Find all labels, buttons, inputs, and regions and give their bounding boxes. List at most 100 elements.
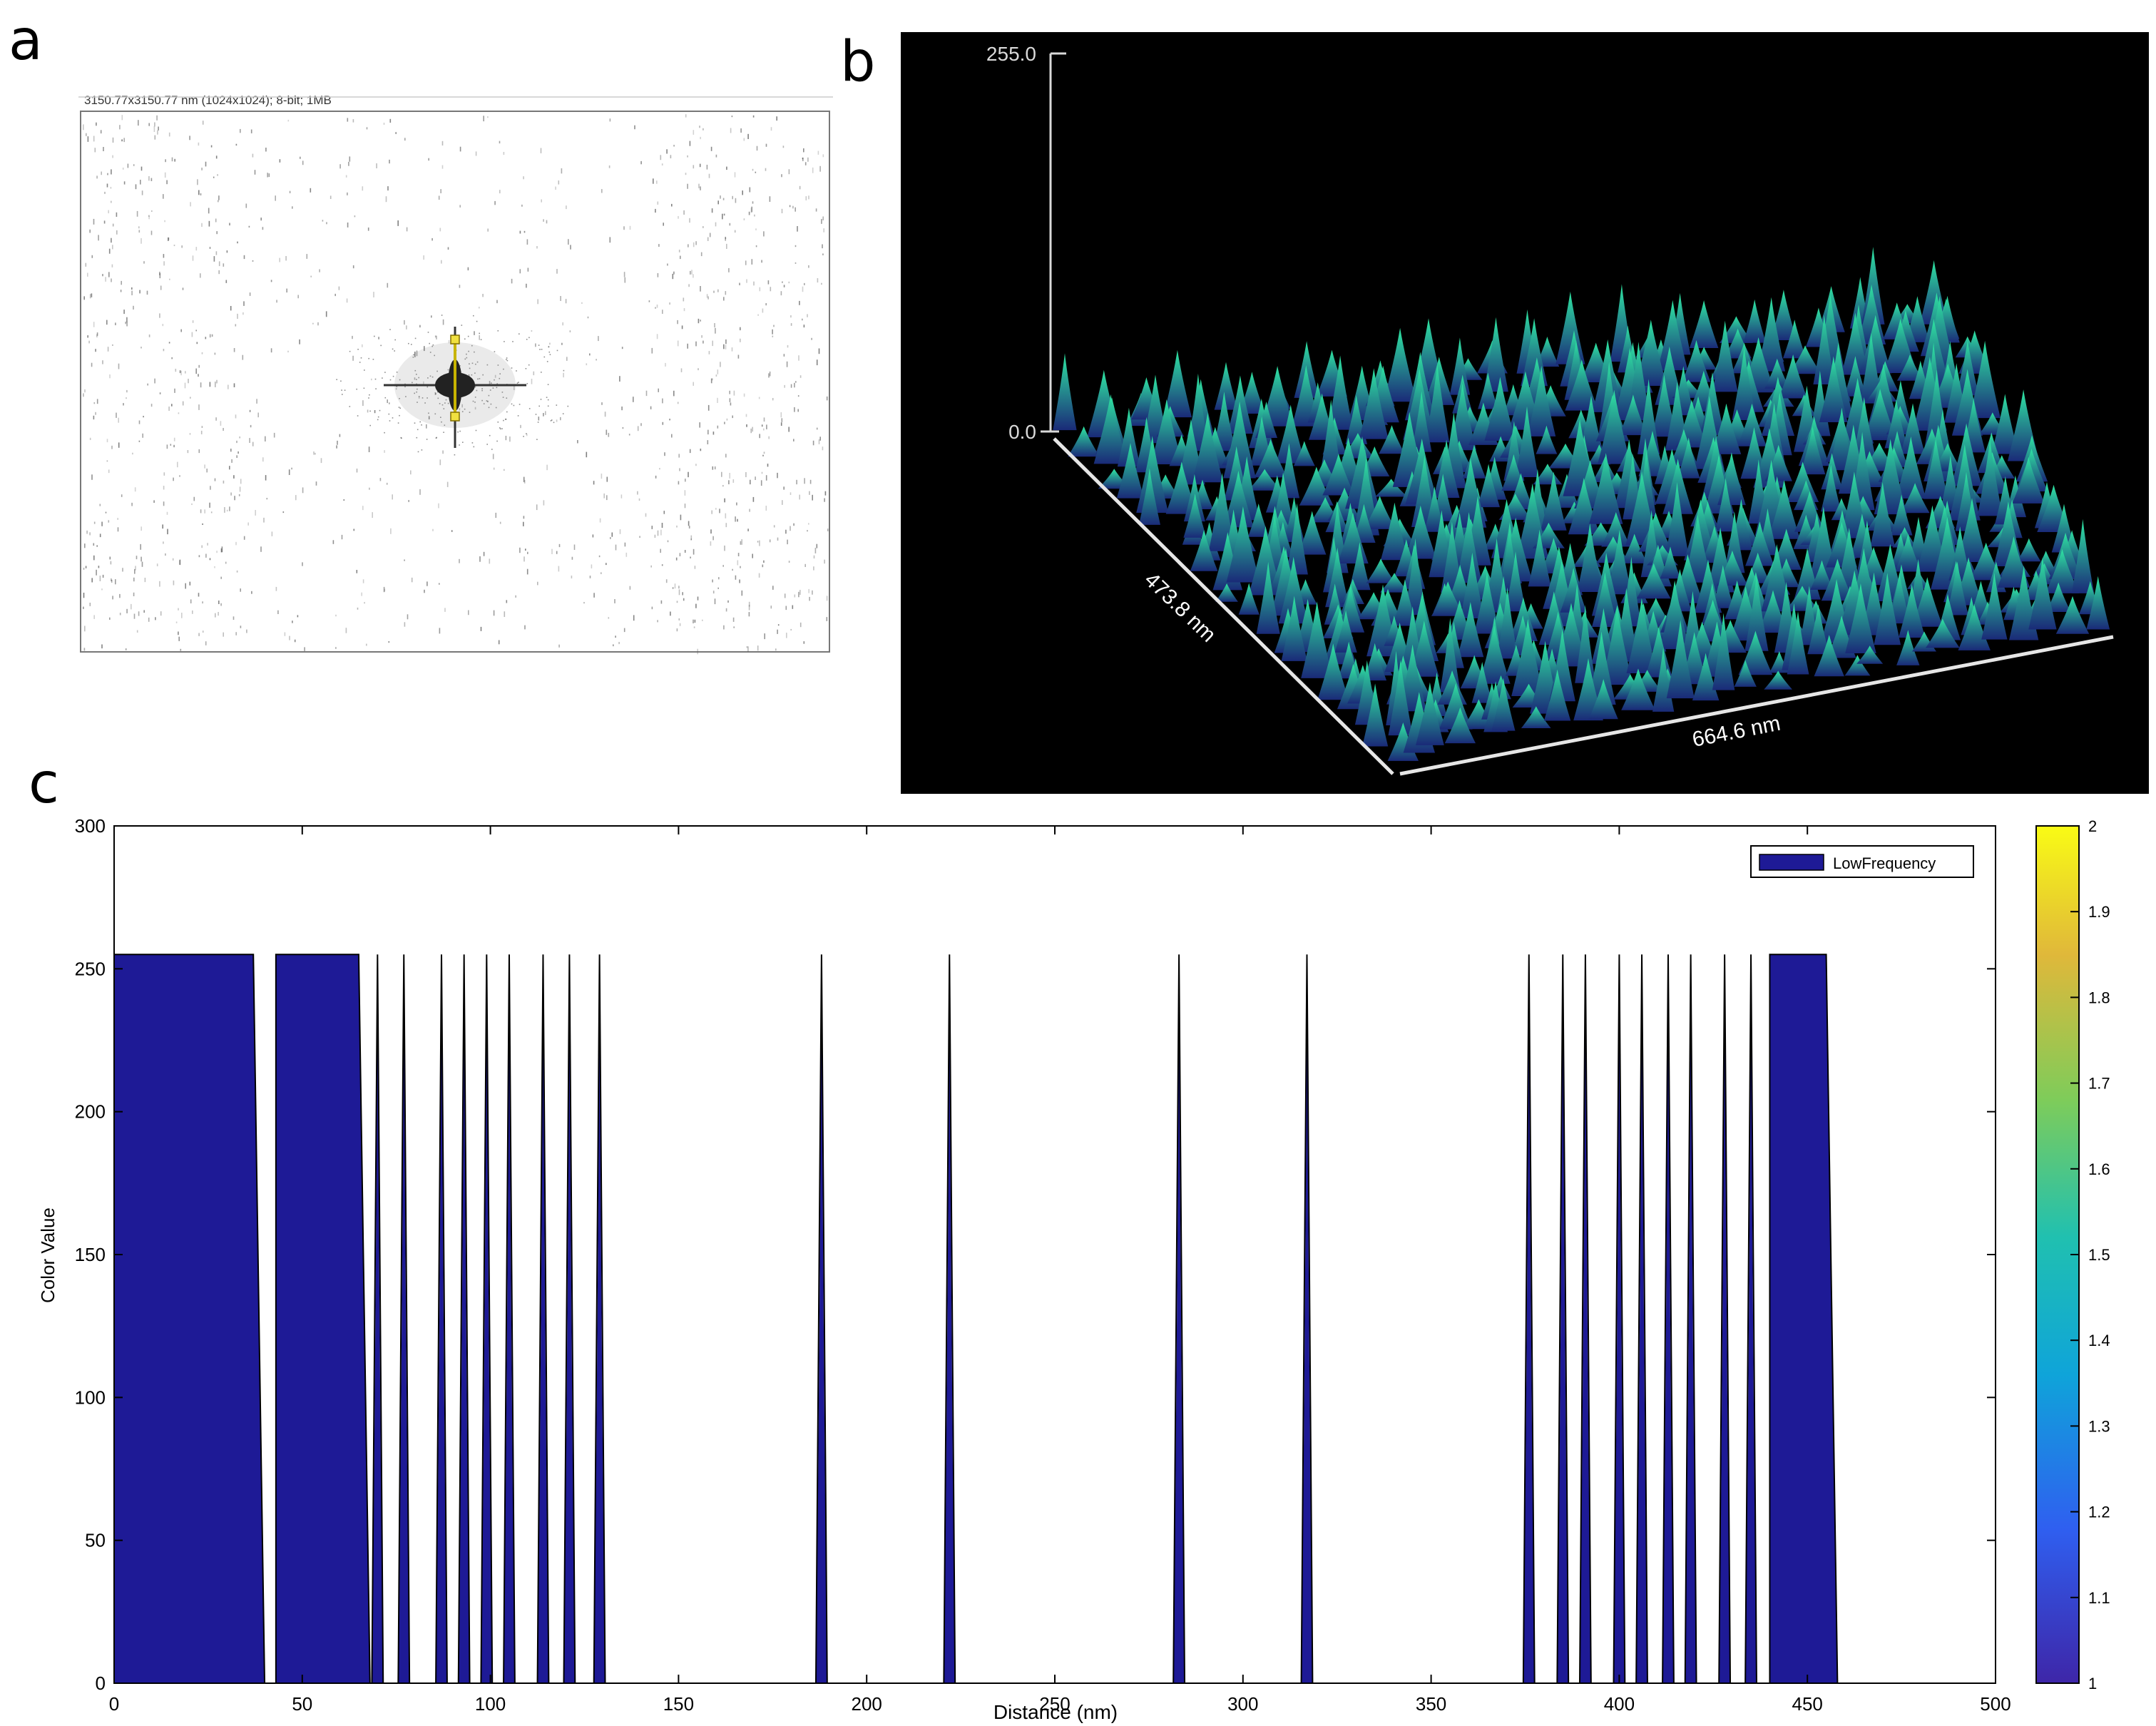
surface-peak [1541, 471, 1567, 531]
series-spike [1662, 954, 1675, 1684]
surface-peak [2028, 557, 2057, 630]
surface-peak [1899, 584, 1926, 638]
surface-peak [1592, 572, 1618, 627]
x-tick-label: 250 [1039, 1693, 1070, 1715]
series-spike [1684, 954, 1697, 1684]
series-spike [943, 954, 956, 1684]
surface-peak [1565, 359, 1599, 411]
surface-peak [1319, 399, 1342, 476]
surface-peak [2045, 582, 2071, 612]
surface-peak [1536, 425, 1558, 454]
surface-peak [1810, 560, 1834, 590]
surface-peak [1911, 577, 1943, 627]
surface-peak [1163, 349, 1192, 418]
surface-peak [1334, 610, 1357, 653]
surface-peak [1666, 620, 1695, 699]
surface-peak [1619, 394, 1647, 436]
surface-peak [1462, 444, 1486, 479]
surface-peak [1247, 469, 1282, 491]
surface-peak [1364, 496, 1396, 529]
surface-peak [1379, 425, 1405, 454]
series-spike [371, 954, 384, 1684]
series-block [1769, 954, 1839, 1684]
surface-peak [1380, 502, 1409, 561]
surface-peak [1379, 573, 1409, 593]
surface-peak [1388, 660, 1413, 736]
colorbar-ticks: 1 1.1 1.2 1.3 1.4 1.5 1.6 1.7 1.8 1.9 2 [2070, 817, 2110, 1692]
surface-peak [1896, 436, 1926, 499]
series-spike [435, 954, 448, 1684]
surface-peak [1543, 669, 1571, 721]
surface-peak [1136, 436, 1169, 513]
surface-peak [1226, 506, 1260, 583]
surface-peak [1926, 618, 1960, 648]
surface-peak [1724, 511, 1745, 573]
surface-peak [1636, 563, 1671, 599]
surface-peak [1527, 365, 1556, 436]
surface-peak [1555, 291, 1585, 364]
y-tick-label: 250 [75, 958, 106, 979]
surface-peak [1424, 486, 1445, 532]
surface-peak [1884, 399, 1909, 449]
surface-peak [1471, 662, 1493, 703]
surface-peak [1660, 546, 1681, 579]
surface-peak [1359, 368, 1389, 439]
surface-peak [1483, 317, 1508, 392]
surface-peak [1515, 406, 1539, 477]
surface-peak [1635, 320, 1667, 386]
surface-peak [1477, 464, 1500, 508]
surface-peak [2071, 519, 2095, 593]
surface-peak [1626, 598, 1657, 673]
lowfrequency-series [113, 954, 1839, 1684]
surface-peak [1460, 552, 1485, 618]
surface-peak [1757, 297, 1786, 372]
depth-axis [1053, 437, 1394, 775]
surface-peak [1981, 573, 2008, 640]
colorbar-tick-label: 1.8 [2088, 989, 2110, 1006]
surface-peak [1870, 482, 1895, 547]
surface-peak [1215, 583, 1238, 602]
series-spike [480, 954, 494, 1684]
surface-peak [1874, 573, 1901, 645]
surface-peak [1456, 512, 1482, 583]
surface-peak [1409, 621, 1439, 677]
legend: LowFrequency [1750, 845, 1974, 878]
surface-peak [1577, 523, 1603, 592]
surface-peak [1764, 670, 1792, 690]
surface-peak [1660, 580, 1690, 650]
surface-peak [1278, 556, 1309, 624]
colorbar-tick-label: 1.5 [2088, 1246, 2110, 1264]
series-spike [457, 954, 471, 1684]
surface-peak [1692, 653, 1720, 701]
fft-image-header: 3150.77x3150.77 nm (1024x1024); 8-bit; 1… [84, 93, 332, 107]
surface-peak [1248, 526, 1283, 596]
surface-peak [1212, 392, 1236, 451]
fft-noise-speckles [83, 114, 829, 655]
surface-peak [1404, 538, 1426, 616]
series-spike [814, 954, 828, 1684]
surface-peak [1841, 312, 1869, 375]
surface-peak [1732, 347, 1757, 420]
surface-peak [1997, 536, 2030, 588]
surface-peak [1851, 397, 1877, 462]
surface-peak [1651, 374, 1677, 437]
surface-peak [1734, 660, 1757, 687]
x-tick-label: 0 [109, 1693, 119, 1715]
surface-peak [1349, 542, 1371, 591]
surface-peak [1449, 337, 1471, 395]
fft-selection-line[interactable] [450, 335, 460, 422]
surface-peak [1821, 464, 1841, 512]
surface-peak [1116, 443, 1145, 499]
surface-peak [1439, 683, 1473, 730]
surface-peak [1366, 558, 1396, 583]
surface-peak [1491, 678, 1516, 731]
y-tick-label: 200 [75, 1101, 106, 1123]
surface-peak [1322, 454, 1355, 496]
surface-peak [1948, 526, 1972, 581]
surface-peak [2033, 551, 2059, 576]
series-spike [1718, 954, 1732, 1684]
x-axis-label: Distance (nm) [993, 1701, 1118, 1723]
x-tick-label: 200 [852, 1693, 882, 1715]
surface-peak [1764, 358, 1790, 389]
surface-peak [1276, 404, 1306, 464]
